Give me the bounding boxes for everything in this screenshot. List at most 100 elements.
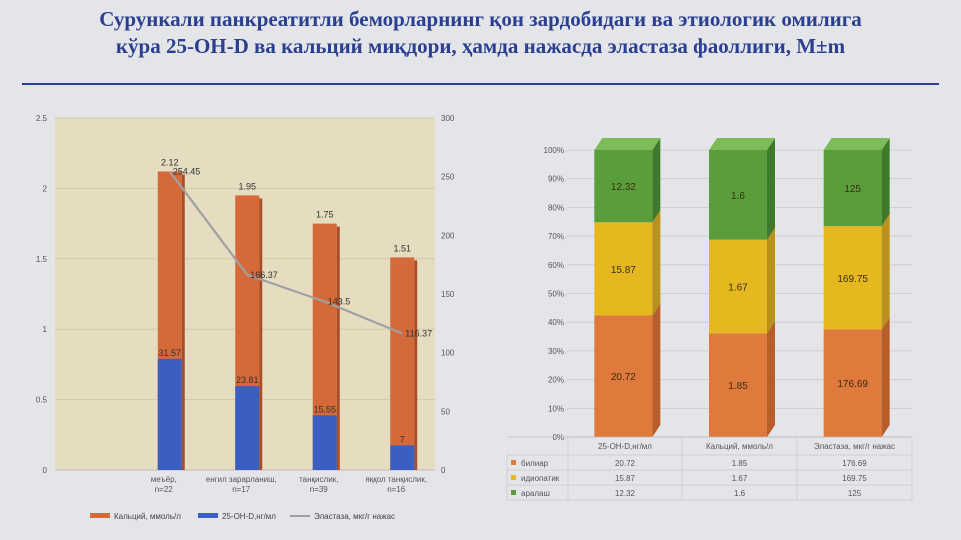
bar-calcium-side (259, 198, 263, 470)
y-tick: 100% (544, 146, 564, 155)
table-header: Эластаза, мкг/г нажас (814, 442, 895, 451)
data-label-calcium: 1.51 (393, 243, 411, 253)
bar-segment (594, 222, 653, 316)
bar-segment-side (767, 321, 775, 437)
gridline-depth (561, 379, 569, 384)
gridline-depth (561, 350, 569, 356)
table-cell: 1.85 (732, 459, 748, 468)
y-tick: 10% (548, 404, 564, 413)
bar-segment (709, 333, 767, 437)
y-tick: 40% (548, 318, 564, 327)
y-tick-right: 200 (441, 231, 455, 240)
bar-vitamin-d (390, 445, 415, 470)
slide-title: Сурункали панкреатитли беморларнинг қон … (0, 6, 961, 60)
line-elastase (168, 170, 403, 335)
segment-label: 20.72 (611, 372, 636, 383)
segment-label: 12.32 (611, 182, 636, 193)
y-tick: 60% (548, 261, 564, 270)
gridline-depth (561, 321, 569, 327)
y-tick: 20% (548, 376, 564, 385)
bar-segment-side (881, 138, 890, 227)
table-header: 25-ОН-D,нг/мл (598, 442, 652, 451)
bar-calcium (390, 257, 415, 470)
table-legend-swatch (511, 475, 516, 480)
gridline-depth (561, 207, 569, 212)
table-header: Кальций, ммоль/л (706, 442, 773, 451)
table-cell: 15.87 (615, 474, 636, 483)
legend-label: 25-ОН-D,нг/мл (222, 512, 276, 521)
y-tick-right: 300 (441, 114, 455, 123)
bar-top-face (823, 138, 890, 150)
bar-segment-side (881, 214, 890, 330)
legend-label: Эластаза, мкг/г нажас (314, 512, 395, 521)
data-label-calcium: 1.95 (238, 181, 256, 191)
gridline-depth (561, 436, 569, 442)
y-tick-right: 100 (441, 349, 455, 358)
data-label-elastase: 116.37 (405, 328, 432, 338)
y-tick-left: 2.5 (36, 114, 48, 123)
x-tick-label: енгил зарарланиш, n=17 (206, 475, 277, 494)
bar-calcium-side (181, 174, 185, 470)
data-label-calcium: 1.75 (316, 210, 334, 220)
y-tick-left: 0.5 (36, 396, 48, 405)
bar-segment (823, 150, 882, 227)
legend-swatch (90, 513, 110, 518)
table-cell: 20.72 (615, 459, 636, 468)
y-tick-left: 1 (43, 325, 48, 334)
data-label-elastase: 254.45 (173, 166, 201, 176)
bar-segment (594, 150, 653, 223)
table-cell: 12.32 (615, 489, 636, 498)
table-cell: 169.75 (842, 474, 867, 483)
x-tick-label: танқислик, n=39 (299, 475, 338, 494)
y-tick-left: 0 (43, 466, 48, 475)
bar-vitamin-d (235, 386, 260, 470)
y-tick-right: 50 (441, 407, 450, 416)
bar-segment (709, 150, 767, 240)
data-label-vitamin-d: 31.57 (158, 348, 181, 358)
bar-segment (594, 315, 653, 437)
data-label-elastase: 143.5 (328, 297, 351, 307)
y-tick-right: 0 (441, 466, 446, 475)
bar-segment (709, 239, 767, 334)
y-tick-right: 250 (441, 173, 455, 182)
segment-label: 169.75 (837, 274, 868, 285)
y-tick: 70% (548, 232, 564, 241)
y-tick-left: 1.5 (36, 255, 48, 264)
bar-segment-side (652, 138, 661, 223)
segment-label: 1.85 (728, 381, 748, 392)
bar-calcium-side (336, 226, 340, 470)
bar-segment (823, 329, 882, 437)
legend-label: Кальций, ммоль/л (114, 512, 181, 521)
bar-segment-side (881, 317, 890, 437)
y-tick-left: 2 (43, 184, 48, 193)
table-row-label: билиар (521, 459, 549, 468)
y-tick-right: 150 (441, 290, 455, 299)
table-legend-swatch (511, 460, 516, 465)
bar-vitamin-d (157, 358, 182, 470)
bar-segment-side (652, 303, 661, 437)
data-label-vitamin-d: 23.81 (236, 375, 259, 385)
table-row-label: идиопатик (521, 474, 560, 483)
data-label-calcium: 2.12 (161, 158, 179, 168)
bar-segment (823, 226, 882, 330)
bar-top-face (709, 138, 775, 150)
bar-segment-side (767, 227, 775, 334)
y-tick: 80% (548, 203, 564, 212)
bar-vitamin-d (312, 415, 337, 470)
gridline-depth (561, 408, 569, 413)
gridline-depth (561, 149, 569, 155)
gridline-depth (561, 235, 569, 241)
x-tick-label: яққол танқислик, n=16 (365, 475, 427, 494)
bar-segment-side (652, 210, 661, 316)
bar-top-face (594, 138, 661, 150)
bar-segment-side (767, 138, 775, 240)
segment-label: 15.87 (611, 265, 636, 276)
table-cell: 1.67 (732, 474, 748, 483)
table-cell: 125 (848, 489, 862, 498)
title-line-2: кўра 25-ОН-D ва кальций миқдори, ҳамда н… (115, 34, 846, 58)
y-tick: 0% (552, 433, 564, 442)
table-row-label: аралаш (521, 489, 550, 498)
title-line-1: Сурункали панкреатитли беморларнинг қон … (99, 7, 862, 31)
